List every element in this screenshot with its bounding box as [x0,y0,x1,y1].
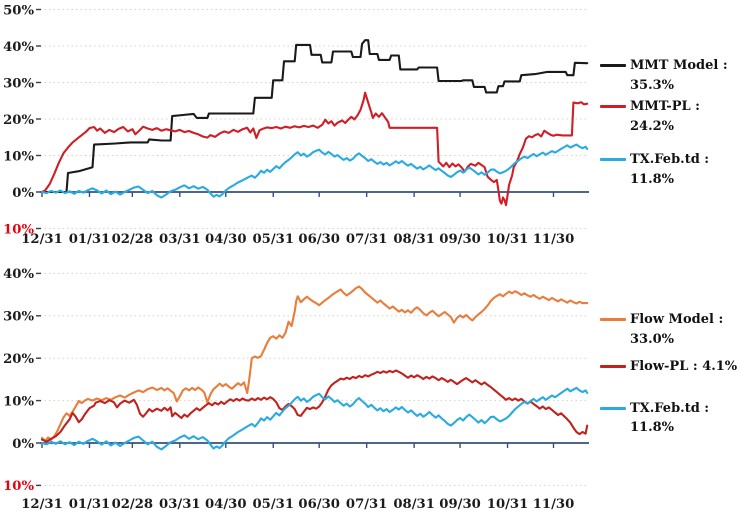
x-tick-label: 12/31 [21,232,63,247]
x-tick-label: 07/31 [346,232,388,247]
y-tick-label: 0% [12,437,34,452]
series-tx-feb-td [40,143,589,199]
legend-item-flow-pl: Flow-PL : 4.1% [600,357,738,377]
legend-item-flow-model: Flow Model : 33.0% [600,310,738,349]
x-tick-label: 02/28 [112,232,154,247]
x-tick-label: 06/30 [298,497,340,512]
x-tick-label: 07/31 [346,497,388,512]
x-tick-label: 09/30 [439,232,481,247]
y-tick-label: 50% [3,3,34,18]
x-tick-label: 12/31 [21,497,63,512]
legend-swatch-mmt-model [600,64,626,67]
y-tick-label: 40% [3,40,34,55]
legend-label-tx-feb-bottom: TX.Feb.td : 11.8% [630,400,710,436]
series-mmt-model [40,39,589,194]
mmt-legend: MMT Model : 35.3% MMT-PL : 24.2% TX.Feb.… [600,56,738,189]
y-tick-label: 40% [3,267,34,282]
legend-label-mmt-model: MMT Model : 35.3% [630,58,728,93]
y-tick-label: 10% [3,222,34,237]
y-tick-label: 10% [3,149,34,164]
x-tick-label: 08/31 [393,497,435,512]
series-tx-feb-td [40,386,589,451]
legend-swatch-flow-pl [600,365,626,368]
x-tick-label: 11/30 [533,232,575,247]
x-tick-label: 05/31 [252,497,294,512]
flow-chart: 40% 30% 20% 10% 0% 10% 12/31 01/31 02/28 03/31 04/… [3,267,589,512]
series-mmt-pl [40,91,589,207]
series-flow-model [40,285,589,442]
x-tick-label: 10/31 [487,497,529,512]
legend-swatch-mmt-pl [600,105,626,108]
x-tick-label: 08/31 [393,232,435,247]
y-tick-label: 10% [3,479,34,494]
flow-legend: Flow Model : 33.0% Flow-PL : 4.1% TX.Feb… [600,310,738,438]
x-tick-label: 06/30 [298,232,340,247]
x-tick-label: 10/31 [487,232,529,247]
legend-label-flow-pl: Flow-PL : 4.1% [630,359,738,374]
y-tick-label: 20% [3,113,34,128]
legend-item-tx-feb-bottom: TX.Feb.td : 11.8% [600,399,738,438]
x-tick-label: 04/30 [205,497,247,512]
legend-label-mmt-pl: MMT-PL : 24.2% [630,99,700,134]
legend-item-tx-feb-top: TX.Feb.td : 11.8% [600,150,738,189]
mmt-chart: 50%40%30%20%10%0%10%12/31 01/31 02/28 03/31… [3,3,589,247]
x-tick-label: 09/30 [439,497,481,512]
legend-label-flow-model: Flow Model : 33.0% [630,312,724,347]
y-tick-label: 10% [3,394,34,409]
x-tick-label: 05/31 [252,232,294,247]
legend-item-mmt-model: MMT Model : 35.3% [600,56,738,95]
legend-swatch-tx-feb-bottom [600,406,626,410]
legend-item-mmt-pl: MMT-PL : 24.2% [600,97,738,136]
x-tick-label: 03/31 [159,497,201,512]
y-tick-label: 20% [3,352,34,367]
x-tick-label: 11/30 [533,497,575,512]
y-tick-label: 30% [3,76,34,91]
x-tick-label: 02/28 [112,497,154,512]
legend-label-tx-feb-top: TX.Feb.td : 11.8% [630,152,710,187]
x-tick-label: 04/30 [205,232,247,247]
x-tick-label: 01/31 [69,497,111,512]
legend-swatch-tx-feb-top [600,158,626,161]
series-flow-pl [40,369,589,443]
y-tick-label: 0% [12,186,34,201]
legend-swatch-flow-model [600,318,626,321]
x-tick-label: 01/31 [69,232,111,247]
y-tick-label: 30% [3,310,34,325]
x-tick-label: 03/31 [159,232,201,247]
